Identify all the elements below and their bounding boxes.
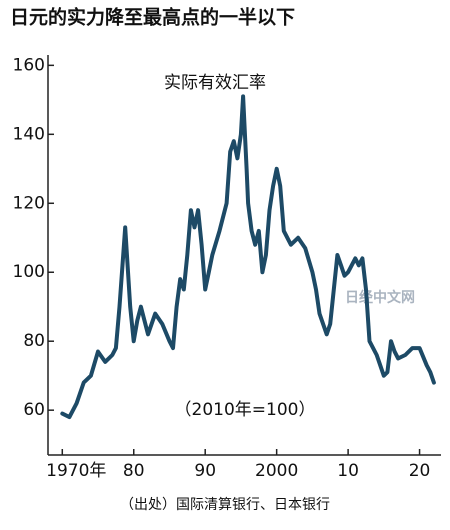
y-tick-label: 120 — [13, 193, 45, 213]
source: （出处）国际清算银行、日本银行 — [120, 497, 330, 513]
y-tick-label: 80 — [23, 331, 45, 351]
chart-title: 日元的实力降至最高点的一半以下 — [10, 6, 295, 29]
y-tick-label: 60 — [23, 400, 45, 420]
x-tick-label: 1970年 — [46, 461, 106, 481]
x-tick-label: 20 — [409, 461, 431, 481]
x-tick-label: 2000 — [255, 461, 298, 481]
watermark: 日经中文网 — [345, 289, 415, 306]
y-label: 实际有效汇率 — [164, 73, 266, 93]
y-tick-label: 160 — [13, 55, 45, 75]
x-tick-label: 10 — [337, 461, 359, 481]
annotation: （2010年=100） — [175, 400, 316, 420]
line — [60, 94, 436, 420]
x-tick-label: 90 — [194, 461, 216, 481]
y-tick-label: 140 — [13, 124, 45, 144]
y-tick-label: 100 — [13, 262, 45, 282]
x-tick-label: 80 — [123, 461, 145, 481]
